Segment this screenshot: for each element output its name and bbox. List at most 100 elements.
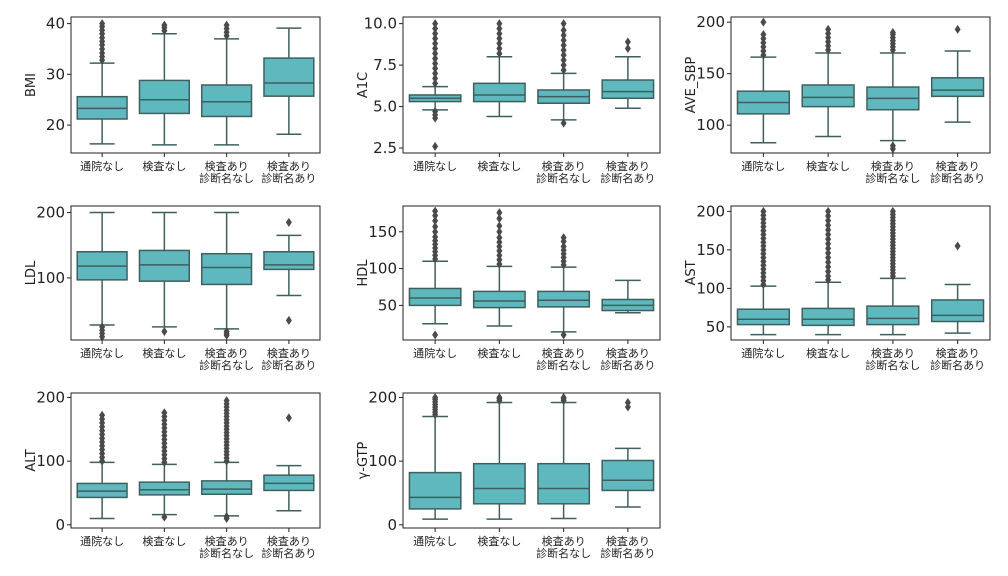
outlier-point bbox=[825, 211, 832, 221]
box-2 bbox=[472, 392, 526, 520]
y-axis-label: HDL bbox=[356, 259, 371, 287]
x-tick-label: 検査あり bbox=[542, 346, 586, 360]
outlier-point bbox=[825, 239, 832, 249]
y-axis-label: γ-GTP bbox=[356, 441, 371, 479]
outlier-point bbox=[223, 396, 230, 406]
box-1 bbox=[736, 206, 791, 336]
outlier-point bbox=[560, 330, 567, 340]
outlier-point bbox=[432, 48, 439, 58]
outlier-point bbox=[223, 327, 230, 337]
x-tick-label: 検査なし bbox=[477, 346, 521, 360]
plot-frame bbox=[402, 16, 661, 154]
outlier-point bbox=[432, 232, 439, 242]
box-3 bbox=[537, 19, 591, 128]
y-tick-label: 150 bbox=[696, 241, 725, 259]
outlier-point bbox=[560, 233, 567, 243]
outlier-point bbox=[624, 37, 631, 47]
outlier-point bbox=[825, 225, 832, 235]
outlier-point bbox=[496, 34, 503, 44]
x-tick-label: 診断名なし bbox=[865, 171, 920, 185]
outlier-point bbox=[560, 241, 567, 251]
outlier-point bbox=[432, 73, 439, 83]
x-tick-label: 診断名あり bbox=[600, 546, 655, 560]
box-1 bbox=[736, 17, 791, 144]
box-2 bbox=[138, 211, 191, 337]
outlier-point bbox=[560, 55, 567, 65]
y-tick-label: 100 bbox=[36, 452, 65, 470]
iqr-box bbox=[200, 84, 253, 118]
outlier-point bbox=[889, 27, 896, 37]
outlier-point bbox=[825, 253, 832, 263]
x-tick-label: 検査なし bbox=[806, 159, 850, 173]
outlier-point bbox=[223, 20, 230, 30]
x-tick-label: 検査あり bbox=[205, 346, 249, 360]
x-tick-label: 診断名あり bbox=[600, 171, 655, 185]
x-tick-label: 通院なし bbox=[413, 159, 457, 173]
box-3 bbox=[200, 20, 253, 146]
x-tick-label: 検査あり bbox=[205, 159, 249, 173]
outlier-point bbox=[496, 221, 503, 231]
x-tick-label: 診断名なし bbox=[536, 358, 591, 372]
plot-frame bbox=[70, 205, 321, 341]
outlier-point bbox=[432, 24, 439, 34]
outlier-point bbox=[432, 330, 439, 340]
box-2 bbox=[801, 24, 855, 138]
y-axis-label: AVE_SBP bbox=[684, 57, 699, 114]
x-tick-label: 通院なし bbox=[80, 346, 124, 360]
x-tick-label: 通院なし bbox=[413, 534, 457, 548]
x-tick-label: 通院なし bbox=[80, 534, 124, 548]
x-tick-label: 検査なし bbox=[142, 346, 186, 360]
y-tick-label: 100 bbox=[36, 269, 65, 287]
y-tick-label: 20 bbox=[46, 116, 65, 134]
box-3 bbox=[537, 233, 591, 340]
x-tick-label: 検査あり bbox=[267, 534, 311, 548]
outlier-point bbox=[99, 410, 106, 420]
y-tick-label: 50 bbox=[706, 318, 725, 336]
outlier-point bbox=[560, 45, 567, 55]
y-tick-label: 150 bbox=[696, 65, 725, 83]
iqr-box bbox=[200, 252, 253, 286]
iqr-box bbox=[472, 462, 526, 505]
y-tick-label: 0 bbox=[55, 516, 65, 534]
outlier-point bbox=[889, 206, 896, 216]
outlier-point bbox=[954, 241, 961, 251]
x-tick-label: 診断名なし bbox=[865, 358, 920, 372]
y-tick-label: 200 bbox=[36, 388, 65, 406]
x-tick-label: 通院なし bbox=[741, 346, 785, 360]
box-3 bbox=[537, 392, 591, 520]
iqr-box bbox=[408, 471, 462, 510]
y-tick-label: 100 bbox=[696, 279, 725, 297]
outlier-point bbox=[432, 78, 439, 88]
outlier-point bbox=[432, 68, 439, 78]
x-tick-label: 診断名なし bbox=[199, 546, 254, 560]
outlier-point bbox=[496, 44, 503, 54]
x-tick-label: 診断名なし bbox=[536, 546, 591, 560]
outlier-point bbox=[560, 65, 567, 75]
outlier-point bbox=[954, 24, 961, 34]
outlier-point bbox=[432, 227, 439, 237]
outlier-point bbox=[432, 222, 439, 232]
box-2 bbox=[138, 20, 191, 146]
y-tick-label: 0 bbox=[387, 516, 397, 534]
y-tick-label: 2.5 bbox=[373, 139, 397, 157]
y-tick-label: 5.0 bbox=[373, 98, 397, 116]
box-4 bbox=[930, 24, 985, 123]
x-tick-label: 検査あり bbox=[606, 346, 650, 360]
iqr-box bbox=[263, 251, 315, 271]
outlier-point bbox=[432, 34, 439, 44]
box-3 bbox=[200, 211, 253, 340]
outlier-point bbox=[560, 118, 567, 128]
outlier-point bbox=[560, 60, 567, 70]
y-axis-label: AST bbox=[684, 260, 699, 285]
outlier-point bbox=[496, 39, 503, 49]
outlier-point bbox=[560, 35, 567, 45]
outlier-point bbox=[496, 29, 503, 39]
plot-frame bbox=[70, 392, 321, 529]
outlier-point bbox=[825, 257, 832, 267]
outlier-point bbox=[496, 227, 503, 237]
